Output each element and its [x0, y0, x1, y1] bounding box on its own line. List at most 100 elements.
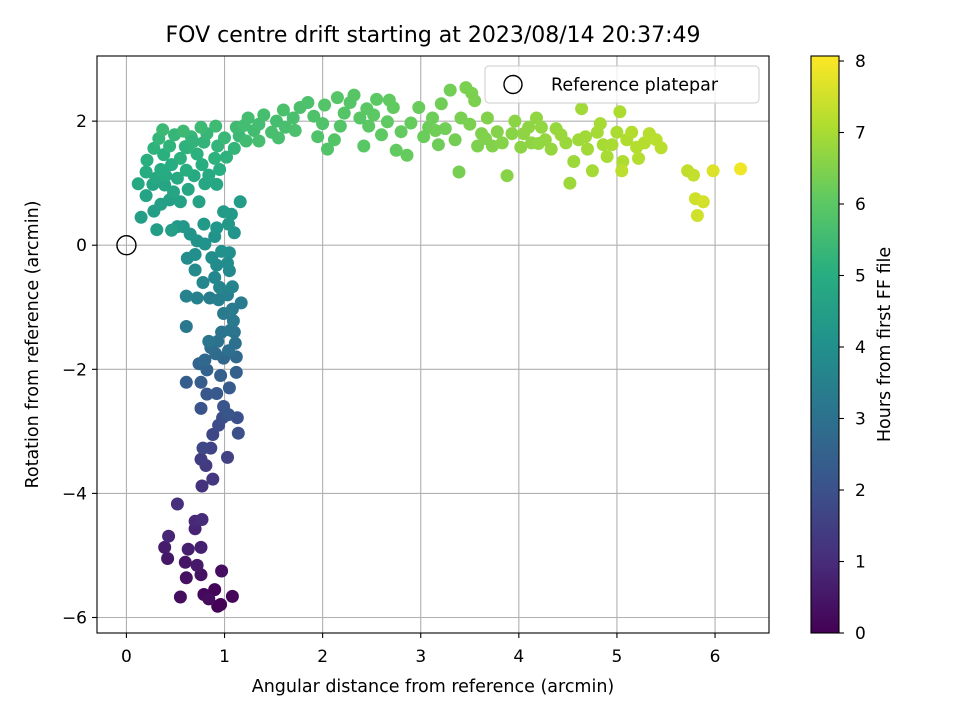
data-point: [288, 124, 302, 137]
data-point: [687, 168, 700, 182]
data-point: [370, 92, 384, 106]
data-point: [196, 276, 210, 289]
colorbar-tick-label: 2: [855, 481, 866, 501]
data-point: [333, 119, 347, 133]
data-point: [431, 138, 445, 152]
data-point: [534, 120, 548, 134]
x-tick-label: 6: [710, 647, 721, 667]
data-point: [222, 408, 235, 422]
data-point: [563, 176, 577, 190]
data-point: [192, 195, 206, 209]
data-point: [434, 97, 448, 111]
data-point: [362, 119, 376, 133]
data-point: [186, 135, 200, 149]
colorbar-tick-label: 4: [855, 338, 866, 358]
data-point: [544, 142, 558, 156]
data-point: [382, 93, 396, 107]
data-point: [307, 109, 321, 123]
data-point: [147, 141, 161, 155]
data-point: [500, 169, 514, 183]
data-point: [316, 117, 330, 131]
data-point: [213, 280, 227, 294]
x-axis-ticks: 0 1 2 3 4 5 6: [121, 633, 720, 667]
data-point: [286, 111, 300, 125]
x-tick-label: 3: [415, 647, 426, 667]
data-point: [532, 137, 545, 150]
chart-title: FOV centre drift starting at 2023/08/14 …: [166, 23, 701, 48]
y-tick-label: 0: [76, 236, 87, 256]
data-point: [625, 125, 639, 139]
data-point: [198, 353, 212, 367]
data-point: [394, 125, 408, 139]
data-point: [429, 124, 442, 137]
data-point: [327, 133, 341, 147]
data-point: [226, 314, 240, 328]
data-point: [225, 589, 239, 603]
data-point: [206, 472, 220, 486]
y-axis-ticks: −6 −4 −2 0 2: [62, 112, 97, 628]
data-point: [311, 130, 325, 144]
data-point: [202, 168, 216, 182]
data-point: [221, 450, 234, 464]
legend-marker-icon: [503, 74, 523, 95]
data-point: [229, 365, 243, 379]
data-point: [170, 497, 184, 511]
data-point: [195, 158, 209, 172]
data-point: [194, 401, 208, 415]
data-point: [495, 136, 509, 150]
data-point: [579, 130, 592, 144]
data-point: [162, 529, 176, 543]
data-point: [443, 83, 457, 97]
data-point: [178, 555, 192, 569]
colorbar-tick-label: 6: [855, 195, 866, 215]
data-point: [170, 171, 184, 185]
data-point: [208, 271, 222, 284]
data-point: [194, 375, 208, 389]
data-point: [190, 558, 204, 572]
colorbar-tick-label: 8: [855, 52, 866, 72]
data-point: [593, 117, 607, 131]
data-point: [600, 150, 614, 163]
data-point: [610, 125, 624, 139]
data-point: [613, 105, 627, 119]
data-point: [630, 140, 644, 154]
data-point: [227, 141, 241, 155]
data-point: [505, 127, 519, 141]
data-point: [690, 209, 704, 222]
colorbar-tick-label: 5: [855, 267, 866, 287]
data-point: [181, 542, 195, 556]
reference-marker-layer: [116, 235, 137, 256]
x-tick-label: 5: [612, 647, 623, 667]
colorbar-tick-label: 0: [855, 624, 866, 644]
data-point: [353, 111, 367, 125]
data-point: [330, 91, 344, 105]
data-point: [734, 162, 748, 176]
data-point: [278, 120, 292, 134]
data-point: [131, 177, 145, 191]
data-point: [347, 88, 361, 102]
data-point: [426, 111, 439, 125]
data-point: [165, 223, 179, 237]
data-point: [205, 251, 219, 265]
data-point: [567, 155, 581, 168]
data-point: [209, 119, 223, 133]
data-point: [465, 86, 479, 100]
data-point: [154, 163, 168, 176]
data-point: [480, 111, 494, 125]
data-point: [438, 122, 452, 136]
data-point: [452, 165, 466, 179]
colorbar-tick-label: 7: [855, 124, 866, 144]
data-point: [156, 123, 170, 137]
data-point: [357, 139, 371, 153]
data-point: [380, 115, 394, 129]
data-point: [220, 150, 233, 164]
data-point: [196, 441, 210, 455]
data-point: [233, 195, 247, 209]
data-point: [237, 119, 251, 132]
data-point: [508, 114, 522, 128]
data-point: [139, 165, 153, 179]
legend: Reference platepar: [484, 65, 760, 104]
data-point: [214, 369, 228, 382]
data-point: [197, 217, 211, 231]
data-point: [176, 124, 190, 138]
